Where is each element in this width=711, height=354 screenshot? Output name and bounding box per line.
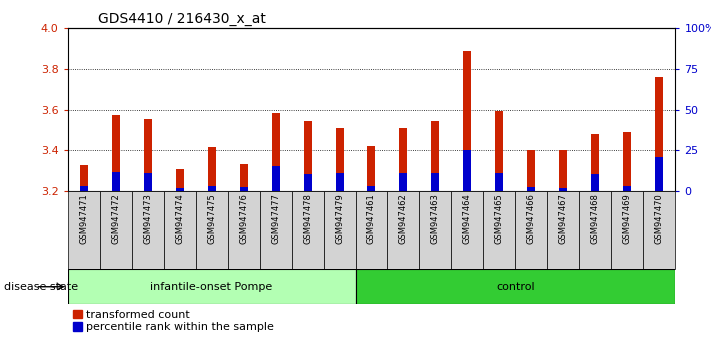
Bar	[176, 169, 183, 191]
Bar	[356, 269, 675, 304]
Bar	[624, 132, 631, 191]
Bar	[336, 173, 343, 191]
Text: GSM947469: GSM947469	[623, 194, 632, 244]
Bar	[528, 187, 535, 191]
Text: GSM947468: GSM947468	[591, 194, 600, 244]
Bar	[208, 147, 215, 191]
Bar	[228, 191, 260, 269]
Bar	[132, 191, 164, 269]
Bar	[304, 121, 311, 191]
Bar	[240, 187, 247, 191]
Bar	[176, 188, 183, 191]
Bar	[464, 51, 471, 191]
Bar	[144, 119, 151, 191]
Bar	[196, 191, 228, 269]
Text: GSM947477: GSM947477	[271, 194, 280, 244]
Text: control: control	[496, 282, 535, 292]
Bar	[419, 191, 451, 269]
Bar	[240, 164, 247, 191]
Text: GSM947466: GSM947466	[527, 194, 536, 244]
Bar	[368, 186, 375, 191]
Bar	[356, 191, 387, 269]
Bar	[515, 191, 547, 269]
Text: infantile-onset Pompe: infantile-onset Pompe	[151, 282, 272, 292]
Text: GSM947470: GSM947470	[655, 194, 664, 244]
Bar	[483, 191, 515, 269]
Bar	[400, 173, 407, 191]
Text: GSM947475: GSM947475	[207, 194, 216, 244]
Text: GSM947478: GSM947478	[303, 194, 312, 244]
Bar	[164, 191, 196, 269]
Bar	[387, 191, 419, 269]
Text: GSM947472: GSM947472	[111, 194, 120, 244]
Bar	[80, 165, 87, 191]
Text: disease state: disease state	[4, 282, 77, 292]
Bar	[368, 147, 375, 191]
Text: GSM947463: GSM947463	[431, 194, 440, 244]
Text: GSM947465: GSM947465	[495, 194, 504, 244]
Text: GSM947473: GSM947473	[143, 194, 152, 244]
Bar	[292, 191, 324, 269]
Bar	[560, 188, 567, 191]
Bar	[643, 191, 675, 269]
Bar	[432, 121, 439, 191]
Bar	[260, 191, 292, 269]
Bar	[560, 150, 567, 191]
Bar	[464, 150, 471, 191]
Text: GSM947471: GSM947471	[79, 194, 88, 244]
Bar	[304, 174, 311, 191]
Bar	[592, 174, 599, 191]
Legend: transformed count, percentile rank within the sample: transformed count, percentile rank withi…	[73, 310, 274, 332]
Bar	[451, 191, 483, 269]
Bar	[611, 191, 643, 269]
Bar	[547, 191, 579, 269]
Text: GSM947474: GSM947474	[175, 194, 184, 244]
Bar	[432, 173, 439, 191]
Bar	[528, 150, 535, 191]
Bar	[272, 166, 279, 191]
Bar	[144, 173, 151, 191]
Bar	[656, 156, 663, 191]
Bar	[400, 128, 407, 191]
Bar	[112, 172, 119, 191]
Text: GDS4410 / 216430_x_at: GDS4410 / 216430_x_at	[98, 12, 266, 26]
Bar	[68, 269, 356, 304]
Text: GSM947467: GSM947467	[559, 194, 568, 244]
Bar	[80, 186, 87, 191]
Bar	[592, 134, 599, 191]
Text: GSM947476: GSM947476	[239, 194, 248, 244]
Text: GSM947462: GSM947462	[399, 194, 408, 244]
Bar	[496, 173, 503, 191]
Text: GSM947461: GSM947461	[367, 194, 376, 244]
Bar	[656, 77, 663, 191]
Bar	[68, 191, 100, 269]
Text: GSM947479: GSM947479	[335, 194, 344, 244]
Bar	[336, 128, 343, 191]
Bar	[624, 186, 631, 191]
Bar	[272, 113, 279, 191]
Bar	[208, 186, 215, 191]
Bar	[100, 191, 132, 269]
Bar	[496, 111, 503, 191]
Bar	[112, 115, 119, 191]
Bar	[324, 191, 356, 269]
Bar	[579, 191, 611, 269]
Text: GSM947464: GSM947464	[463, 194, 472, 244]
